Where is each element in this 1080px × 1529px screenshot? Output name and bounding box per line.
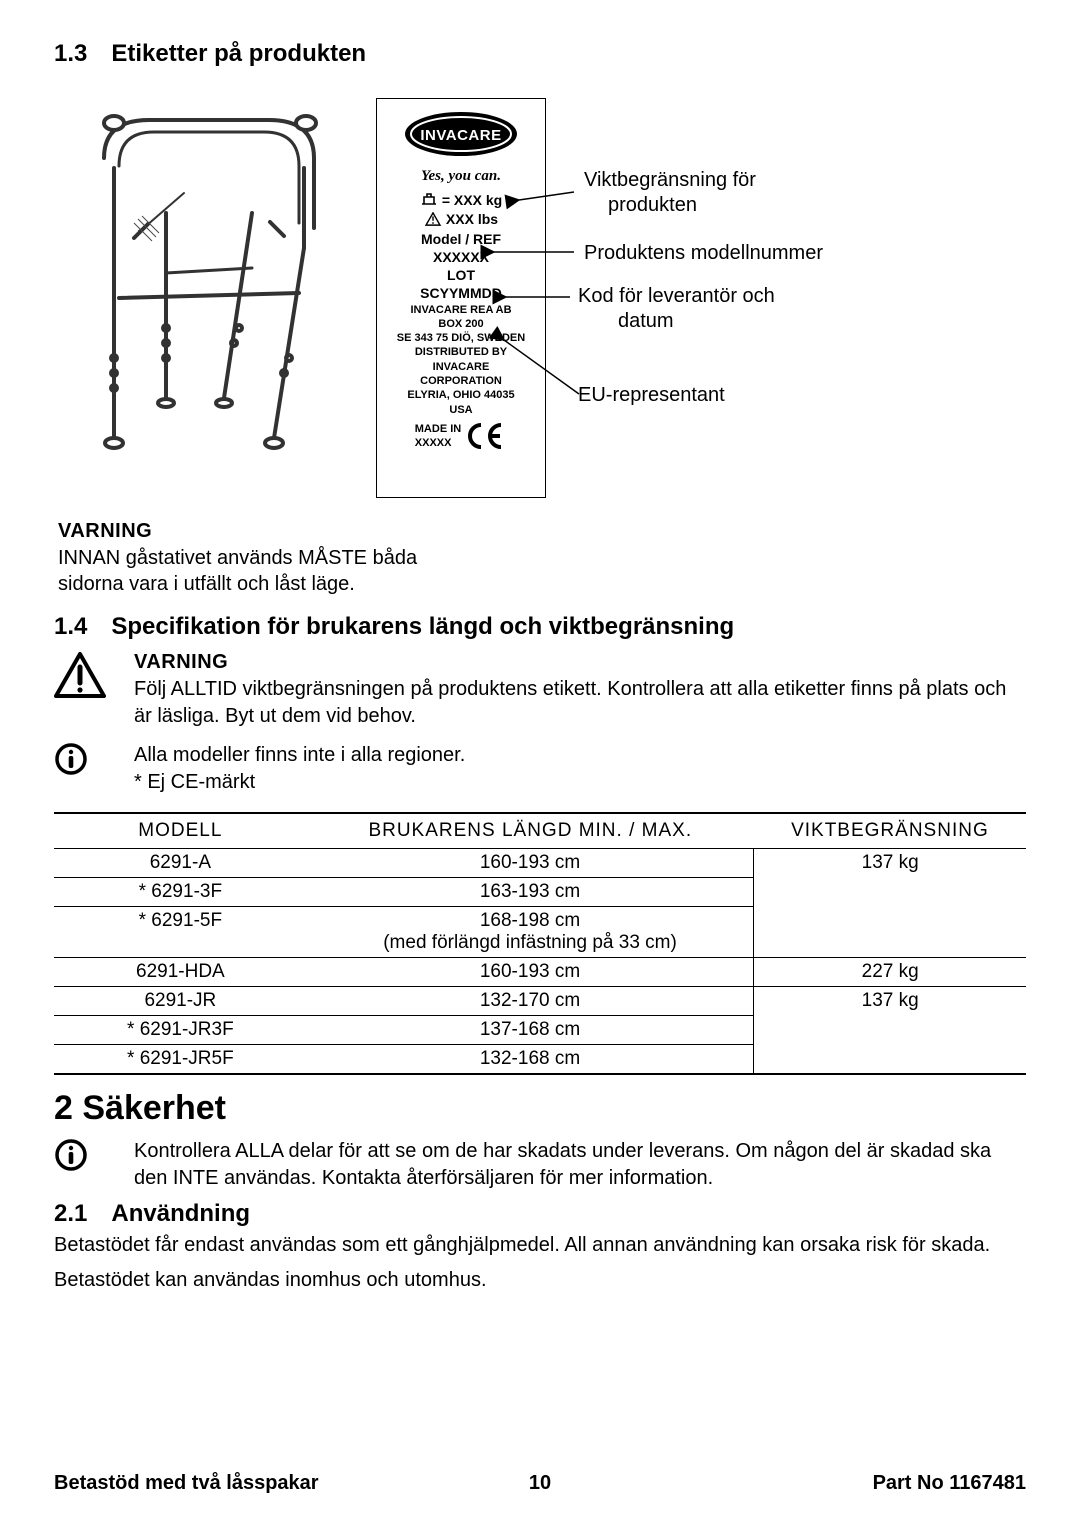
spec-table: MODELL BRUKARENS LÄNGD MIN. / MAX. VIKTB… [54,812,1026,1075]
label-figure: INVACARE Yes, you can. = XXX kg XXX lbs … [54,92,1026,522]
callout-eu-rep: EU-representant [578,383,725,408]
info-block-2: Kontrollera ALLA delar för att se om de … [54,1138,1026,1192]
heading-1-4: 1.4 Specifikation för brukarens längd och… [54,613,1026,641]
col-model: MODELL [54,813,307,849]
heading-2: 2 Säkerhet [54,1089,1026,1128]
heading-1-4-title: Specifikation för brukarens längd och vi… [111,613,734,640]
warning-block-text: Följ ALLTID viktbegränsningen på produkt… [134,676,1026,730]
info-icon [54,742,114,796]
info-block-1-content: Alla modeller finns inte i alla regioner… [134,742,465,796]
info-block-1-line2: * Ej CE-märkt [134,769,465,796]
table-row: 6291-JR 132-170 cm 137 kg [54,987,1026,1016]
page-footer: Betastöd med två låsspakar 10 Part No 11… [54,1472,1026,1495]
warning-triangle-icon [54,651,114,730]
table-row: 6291-HDA 160-193 cm 227 kg [54,958,1026,987]
section-2-1-p2: Betastödet kan användas inomhus och utom… [54,1267,1026,1294]
info-block-2-text: Kontrollera ALLA delar för att se om de … [134,1138,1026,1192]
col-weight: VIKTBEGRÄNSNING [754,813,1026,849]
table-row: 6291-A 160-193 cm 137 kg [54,849,1026,878]
warning-block-title: Varning [134,651,1026,674]
heading-2-1-number: 2.1 [54,1200,87,1227]
table-header-row: MODELL BRUKARENS LÄNGD MIN. / MAX. VIKTB… [54,813,1026,849]
info-block-1-line1: Alla modeller finns inte i alla regioner… [134,742,465,769]
warning-inline: Varning INNAN gåstativet används MÅSTE b… [58,520,1026,597]
warning-inline-title: Varning [58,520,1026,543]
heading-2-1: 2.1 Användning [54,1200,1026,1228]
heading-2-1-title: Användning [111,1200,250,1227]
col-height: BRUKARENS LÄNGD MIN. / MAX. [307,813,754,849]
warning-inline-text: INNAN gåstativet används MÅSTE båda sido… [58,545,488,597]
info-icon [54,1138,114,1192]
warning-block: Varning Följ ALLTID viktbegränsningen på… [54,651,1026,730]
warning-block-content: Varning Följ ALLTID viktbegränsningen på… [134,651,1026,730]
callout-lot-code: Kod för leverantör och datum [578,284,775,334]
callout-weight-limit: Viktbegränsning för produkten [584,168,756,218]
callout-model-number: Produktens modellnummer [584,241,823,266]
heading-1-3: 1.3 Etiketter på produkten [54,40,1026,68]
info-block-1: Alla modeller finns inte i alla regioner… [54,742,1026,796]
footer-left: Betastöd med två låsspakar [54,1472,319,1495]
heading-1-3-number: 1.3 [54,40,87,67]
section-2-1-p1: Betastödet får endast användas som ett g… [54,1232,1026,1259]
footer-right: Part No 1167481 [873,1472,1026,1495]
heading-1-4-number: 1.4 [54,613,87,640]
footer-page-number: 10 [529,1472,551,1495]
document-page: 1.3 Etiketter på produkten [0,0,1080,1529]
heading-1-3-title: Etiketter på produkten [111,40,366,67]
